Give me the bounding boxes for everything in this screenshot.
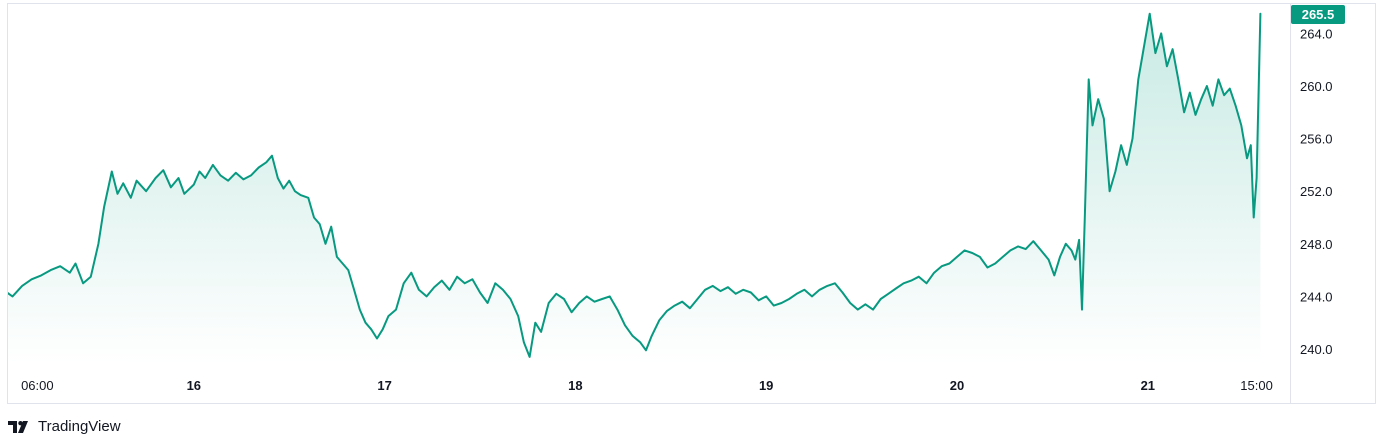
y-tick-label: 240.0 (1300, 342, 1333, 357)
y-tick-label: 252.0 (1300, 184, 1333, 199)
x-tick-label: 19 (759, 378, 773, 393)
chart-frame (7, 3, 1376, 404)
y-axis: 240.0 244.0 248.0 252.0 256.0 260.0 264.0 (1300, 26, 1333, 357)
price-line[interactable] (0, 12, 1262, 358)
x-tick-label: 18 (568, 378, 582, 393)
last-price-label: 265.5 (1302, 7, 1335, 22)
y-tick-label: 248.0 (1300, 237, 1333, 252)
y-tick-label: 244.0 (1300, 289, 1333, 304)
x-axis: 06:00 16 17 18 19 20 21 15:00 (21, 378, 1273, 393)
last-price-marker: 265.5 (1291, 5, 1345, 24)
y-tick-label: 264.0 (1300, 26, 1333, 41)
y-tick-label: 260.0 (1300, 79, 1333, 94)
x-tick-label: 16 (187, 378, 201, 393)
x-tick-label: 21 (1141, 378, 1155, 393)
tradingview-brand[interactable]: TradingView (8, 418, 121, 435)
tradingview-logo-icon (8, 420, 28, 433)
tradingview-wordmark: TradingView (38, 418, 121, 435)
x-tick-label: 20 (950, 378, 964, 393)
last-price-badge (1291, 5, 1345, 24)
price-area-fill (8, 13, 1261, 364)
x-tick-label: 15:00 (1240, 378, 1273, 393)
y-tick-label: 256.0 (1300, 132, 1333, 147)
x-tick-label: 06:00 (21, 378, 54, 393)
x-tick-label: 17 (377, 378, 391, 393)
